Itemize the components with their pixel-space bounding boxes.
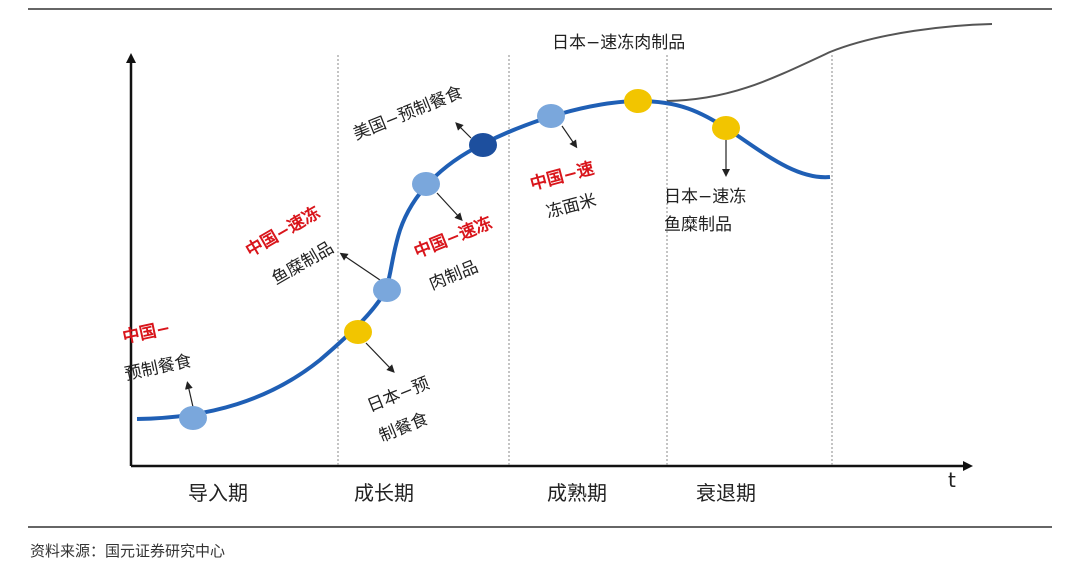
dot-us-prepared xyxy=(469,133,497,157)
phase-growth: 成长期 xyxy=(354,481,414,505)
label-jp-frozen-fish-line2: 鱼糜制品 xyxy=(664,215,732,235)
label-jp-prepared-line2: 制餐食 xyxy=(376,409,431,447)
dot-cn-frozen-meat xyxy=(412,172,440,196)
label-cn-frozen-noodle-black: 冻面米 xyxy=(544,190,598,223)
dot-jp-frozen-meat xyxy=(624,89,652,113)
label-cn-frozen-meat-red: 中国−速冻 xyxy=(411,212,495,262)
label-cn-prepared-black: 预制餐食 xyxy=(123,351,194,385)
dot-cn-prepared xyxy=(179,406,207,430)
dot-jp-prepared xyxy=(344,320,372,344)
label-jp-frozen-fish-line1: 日本−速冻 xyxy=(664,187,746,207)
label-us-prepared: 美国−预制餐食 xyxy=(350,83,465,145)
label-japan-frozen-meat: 日本−速冻肉制品 xyxy=(552,33,685,53)
phase-intro: 导入期 xyxy=(188,481,248,505)
dot-cn-frozen-fish xyxy=(373,278,401,302)
phase-decline: 衰退期 xyxy=(696,481,756,505)
x-axis-label: t xyxy=(948,468,956,492)
arrow-us-prepared xyxy=(455,122,472,139)
label-cn-prepared-red: 中国− xyxy=(121,317,173,348)
label-cn-frozen-noodle-red: 中国−速 xyxy=(528,158,596,195)
arrow-cn-prepared xyxy=(184,381,194,408)
label-cn-frozen-meat-black: 肉制品 xyxy=(426,257,481,295)
upper-curve xyxy=(666,23,993,102)
arrow-cn-frozen-fish xyxy=(339,252,381,281)
arrow-jp-prepared xyxy=(365,342,395,373)
arrow-cn-frozen-noodle xyxy=(561,125,578,149)
dot-cn-frozen-noodle xyxy=(537,104,565,128)
phase-mature: 成熟期 xyxy=(547,481,607,505)
arrow-cn-frozen-meat xyxy=(436,192,463,221)
dot-jp-frozen-fish xyxy=(712,116,740,140)
source-note: 资料来源：国元证券研究中心 xyxy=(30,542,226,560)
